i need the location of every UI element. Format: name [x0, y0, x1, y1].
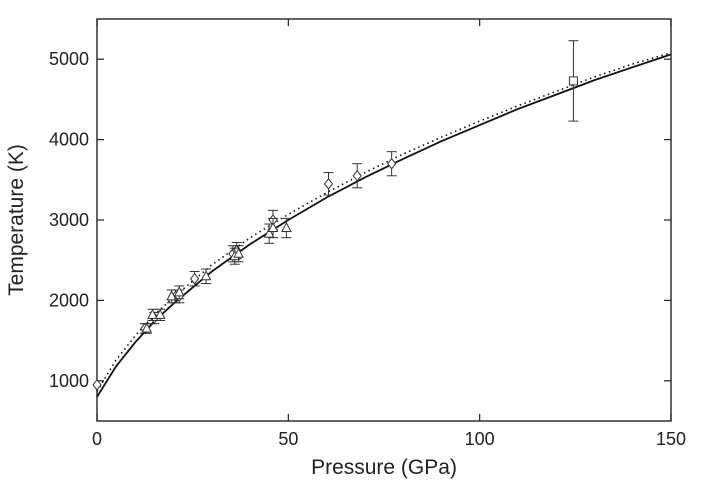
x-tick-label: 50: [278, 429, 298, 449]
triangle-point: [173, 286, 185, 297]
x-axis-title: Pressure (GPa): [311, 456, 457, 479]
triangle-point: [147, 308, 158, 319]
y-tick-label: 4000: [49, 130, 89, 150]
triangle-point: [281, 221, 292, 233]
solid-fit-line: [96, 53, 672, 398]
diamond-point: [387, 157, 397, 170]
square-point: [568, 76, 578, 86]
dotted-fit-line: [96, 52, 672, 392]
y-axis-title: Temperature (K): [5, 144, 28, 296]
y-tick-label: 5000: [49, 49, 89, 69]
diamond-point: [323, 178, 334, 190]
triangle-point: [263, 227, 275, 238]
triangle-point: [200, 270, 212, 281]
diamond-point: [352, 169, 362, 182]
axis-ticks: 0 50 100 150 1000 2000 3000 4000 5000: [49, 19, 686, 449]
diamond-point: [92, 379, 102, 391]
y-tick-label: 1000: [49, 371, 89, 391]
x-tick-label: 150: [656, 429, 686, 449]
triangle-point: [154, 308, 166, 319]
y-tick-label: 3000: [49, 210, 89, 230]
fit-curves: [96, 52, 672, 398]
triangle-point: [233, 247, 244, 258]
plot-frame: [96, 18, 672, 422]
x-tick-label: 100: [465, 429, 495, 449]
data-points: [92, 40, 579, 391]
triangle-point: [267, 221, 279, 233]
y-tick-label: 2000: [49, 290, 89, 310]
triangle-point: [141, 322, 153, 333]
x-tick-label: 0: [92, 429, 102, 449]
triangle-point: [166, 290, 177, 301]
diamond-point: [189, 272, 200, 285]
